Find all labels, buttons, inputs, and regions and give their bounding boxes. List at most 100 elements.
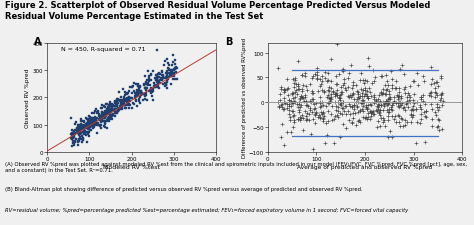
Point [337,90,345,94]
Point [344,86,351,90]
Point [98,124,105,127]
Point [318,112,326,116]
Point [342,87,349,90]
Point [111,108,119,111]
Point [73,121,80,125]
Point [430,82,438,86]
Point [317,111,325,115]
Point [119,99,127,102]
Point [284,94,292,97]
Point [304,105,312,108]
Point [385,97,392,101]
Point [107,114,114,118]
Point [114,104,121,107]
Point [149,98,157,102]
Point [353,98,361,101]
Point [360,94,368,98]
Point [301,96,309,99]
Point [133,89,140,93]
Point [376,108,384,112]
Point [152,74,160,77]
Point [147,74,155,77]
Point [399,107,407,111]
Point [285,99,292,102]
Point [125,100,132,103]
Point [276,99,283,102]
Point [356,108,364,112]
Point [167,75,175,79]
Point [313,71,320,74]
Point [383,88,391,92]
Point [281,88,289,92]
Point [90,121,98,125]
Point [319,89,326,93]
Point [173,67,180,70]
Point [111,108,119,111]
Point [112,104,120,108]
Point [87,123,94,127]
Point [438,75,445,79]
Point [295,103,303,106]
Point [138,92,146,96]
Point [348,105,356,108]
Point [330,141,337,145]
Point [394,114,401,117]
Point [93,132,100,136]
Point [135,83,142,87]
Point [72,137,79,141]
Point [150,82,158,85]
Point [114,110,121,113]
Point [319,79,326,83]
Point [326,99,334,103]
Point [310,92,317,96]
Point [134,90,142,93]
Point [291,95,299,99]
Point [290,77,297,81]
Point [69,132,77,136]
Point [97,115,104,118]
Point [137,102,144,105]
Point [73,132,81,135]
Point [133,90,141,94]
Point [297,95,304,99]
Point [80,126,87,130]
Point [100,116,108,120]
Point [76,136,84,140]
Point [299,88,306,91]
Point [361,88,368,92]
Point [295,101,302,105]
Point [328,105,335,108]
Point [71,141,78,145]
Point [111,100,119,104]
Point [340,78,348,81]
Point [169,54,176,58]
Point [382,125,389,128]
Point [122,91,129,94]
Point [124,92,131,96]
Point [77,126,85,130]
Point [328,58,335,61]
Point [77,132,84,135]
Point [366,103,374,107]
Point [310,103,318,106]
Point [286,119,293,122]
Point [110,105,118,108]
Point [401,123,409,127]
Point [390,101,397,105]
Point [319,116,327,120]
Point [438,77,445,81]
Point [110,109,118,112]
Point [111,100,119,104]
Point [428,65,435,69]
Point [130,81,138,85]
Point [98,114,106,118]
Point [374,102,382,106]
Point [295,118,302,122]
Point [163,80,171,84]
Point [354,91,362,95]
Point [72,140,79,144]
Point [317,85,324,88]
Point [70,136,78,139]
Point [165,68,173,72]
Point [71,132,79,136]
